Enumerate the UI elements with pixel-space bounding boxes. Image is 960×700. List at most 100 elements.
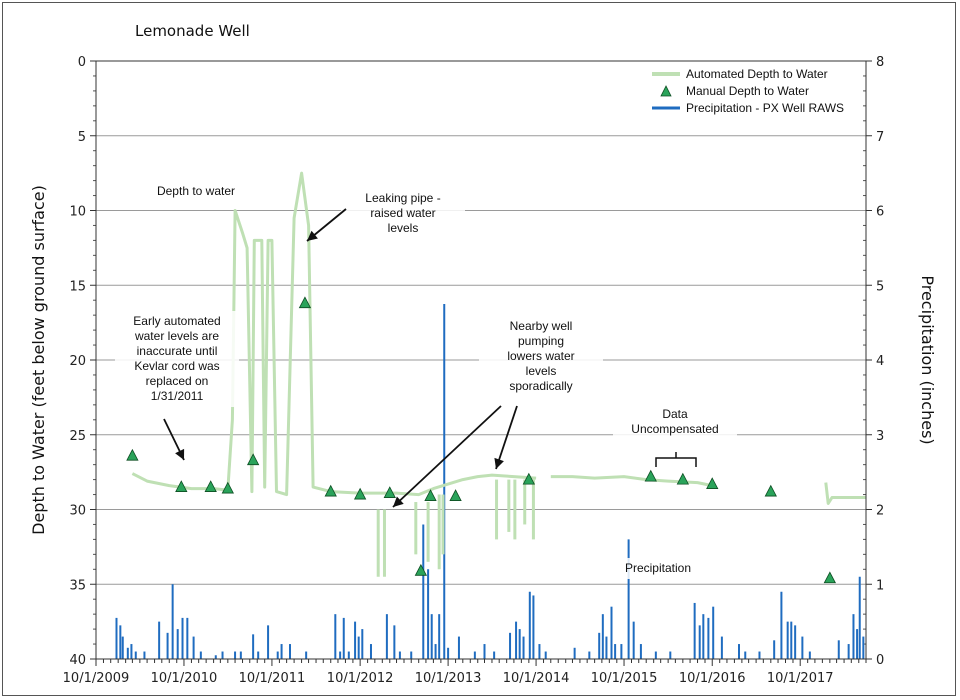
- manual-depth-marker: [298, 296, 312, 309]
- arrow-nearby-well-1-head: [393, 496, 404, 507]
- y-tick-label-right: 7: [876, 130, 884, 145]
- manual-depth-marker: [424, 489, 437, 501]
- annotation-line: Data: [662, 407, 688, 421]
- annotation-line: inaccurate until: [137, 344, 218, 358]
- y-tick-label-left: 40: [69, 653, 86, 668]
- manual-depth-marker: [175, 480, 188, 492]
- automated-depth-line: [131, 171, 537, 497]
- y-tick-label-right: 2: [876, 504, 884, 519]
- annotation-early-levels-bg: [115, 311, 239, 407]
- manual-depth-marker: [383, 486, 396, 498]
- automated-depth-line-segment: [824, 482, 866, 505]
- y-tick-label-right: 1: [876, 578, 884, 593]
- annotation-nearby-well: Nearby well pumping lowers water levels spor…: [507, 319, 574, 393]
- x-tick-label: 10/1/2015: [591, 671, 658, 686]
- bracket-data-uncompensated: [655, 452, 697, 467]
- x-tick-label: 10/1/2011: [239, 671, 306, 686]
- arrow-nearby-well-2-head: [494, 457, 504, 469]
- y-tick-label-left: 10: [69, 205, 86, 220]
- annotation-line: Nearby well: [510, 319, 573, 333]
- manual-depth-marker: [522, 472, 535, 485]
- y-tick-label-right: 3: [876, 429, 884, 444]
- annotation-data-uncompensated-bg: [613, 404, 737, 440]
- manual-depth-marker: [126, 448, 139, 461]
- manual-depth-marker: [823, 571, 837, 584]
- annotation-line: levels: [388, 221, 419, 235]
- x-tick-label: 10/1/2013: [415, 671, 482, 686]
- annotation-line: replaced on: [146, 374, 209, 388]
- manual-depth-marker: [644, 469, 657, 482]
- manual-depth-marker: [221, 481, 234, 494]
- manual-depth-marker: [353, 487, 367, 500]
- annotation-leaking-pipe-bg: [341, 188, 465, 239]
- y-tick-label-left: 15: [69, 279, 86, 294]
- plot-area-border: [95, 60, 867, 660]
- precipitation-series: [115, 303, 865, 659]
- y-axis-right-title: Precipitation (inches): [918, 275, 937, 444]
- y-tick-label-left: 25: [69, 429, 86, 444]
- arrow-nearby-well-2: [495, 405, 518, 470]
- legend: Automated Depth to Water Manual Depth to…: [652, 67, 844, 115]
- y-tick-label-right: 6: [876, 205, 884, 220]
- annotation-line: Depth to water: [157, 184, 235, 198]
- annotation-nearby-well-bg: [479, 316, 603, 397]
- x-tick-label: 10/1/2016: [679, 671, 746, 686]
- y-tick-label-left: 5: [78, 130, 86, 145]
- manual-depth-marker: [449, 489, 462, 501]
- manual-depth-marker: [676, 472, 689, 485]
- annotation-line: lowers water: [507, 349, 574, 363]
- annotation-line: Uncompensated: [631, 422, 718, 436]
- x-tick-label: 10/1/2012: [327, 671, 394, 686]
- annotation-data-uncompensated: Data Uncompensated: [631, 407, 718, 436]
- annotation-line: Early automated: [133, 314, 220, 328]
- manual-depth-marker: [324, 484, 337, 497]
- annotation-line: levels: [526, 364, 557, 378]
- annotation-precipitation-bg: [596, 558, 720, 579]
- arrow-early-levels-head: [175, 448, 185, 460]
- manual-depth-marker: [706, 477, 719, 489]
- annotation-line: pumping: [518, 334, 564, 348]
- annotation-depth-to-water-bg: [134, 181, 258, 202]
- automated-depth-line-segment: [550, 475, 713, 488]
- legend-label-precipitation: Precipitation - PX Well RAWS: [686, 101, 844, 115]
- y-axis-right: 0 1 2 3 4 5 6 7 8: [863, 55, 884, 668]
- arrow-nearby-well-1: [392, 405, 502, 508]
- y-tick-label-left: 35: [69, 578, 86, 593]
- annotation-early-levels: Early automated water levels are inaccurat…: [133, 314, 220, 403]
- annotation-line: sporadically: [509, 379, 572, 393]
- x-tick-label: 10/1/2017: [767, 671, 834, 686]
- annotation-line: Kevlar cord was: [134, 359, 219, 373]
- x-tick-label: 10/1/2009: [63, 671, 130, 686]
- y-tick-label-right: 8: [876, 55, 884, 70]
- annotations: Depth to water Leaking pipe -raised water…: [115, 181, 737, 579]
- legend-swatch-manual: [660, 85, 672, 97]
- annotation-line: Precipitation: [625, 561, 691, 575]
- x-tick-label: 10/1/2014: [503, 671, 570, 686]
- y-tick-label-left: 30: [69, 504, 86, 519]
- annotation-line: water levels are: [134, 329, 219, 343]
- annotation-line: raised water: [370, 206, 435, 220]
- manual-depth-series: [126, 296, 837, 584]
- y-tick-label-right: 4: [876, 354, 884, 369]
- x-tick-label: 10/1/2010: [151, 671, 218, 686]
- manual-depth-marker: [246, 453, 260, 466]
- y-tick-label-left: 0: [78, 55, 86, 70]
- chart-title: Lemonade Well: [135, 22, 250, 40]
- annotation-leaking-pipe: Leaking pipe -raised water levels: [365, 191, 440, 235]
- manual-depth-marker: [414, 563, 428, 576]
- arrow-leaking-pipe-head: [307, 230, 318, 241]
- annotation-depth-to-water: Depth to water: [157, 184, 235, 198]
- legend-label-automated: Automated Depth to Water: [686, 67, 828, 81]
- annotation-precipitation: Precipitation: [625, 561, 691, 575]
- y-axis-left-title: Depth to Water (feet below ground surfac…: [29, 185, 48, 535]
- automated-depth-series: [131, 171, 866, 577]
- manual-depth-marker: [204, 480, 217, 492]
- annotation-line: Leaking pipe -: [365, 191, 440, 205]
- annotation-line: 1/31/2011: [151, 389, 204, 403]
- y-tick-label-right: 0: [876, 653, 884, 668]
- y-axis-left: 0 5 10 15 20 25 30 35 40: [69, 55, 96, 668]
- y-tick-label-left: 20: [69, 354, 86, 369]
- x-axis: 10/1/2009 10/1/2010 10/1/2011 10/1/2012 10/1…: [63, 659, 867, 686]
